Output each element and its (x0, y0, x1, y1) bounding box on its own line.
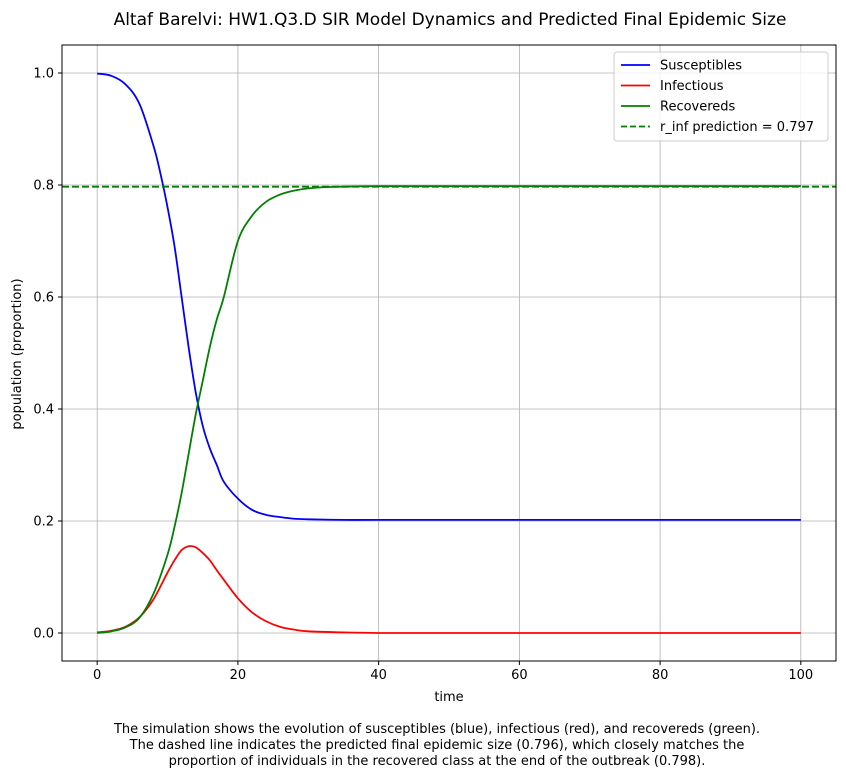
x-axis-label: time (434, 690, 463, 705)
series-line-infectious (97, 545, 801, 634)
x-tick-label: 0 (93, 668, 101, 683)
series-layer (62, 72, 836, 634)
plot-frame (61, 44, 837, 662)
x-tick-label: 100 (788, 668, 813, 683)
caption-line-2: The dashed line indicates the predicted … (129, 738, 745, 753)
series-line-recovereds (97, 185, 801, 634)
x-tick-label: 20 (230, 668, 247, 683)
x-tick-label: 60 (511, 668, 528, 683)
y-tick-label: 0.0 (33, 627, 54, 642)
x-tick-label: 80 (652, 668, 669, 683)
grid-layer (62, 45, 836, 661)
y-tick-label: 0.4 (33, 403, 54, 418)
tick-layer: 0 20 40 60 80 100 0.0 0.2 0.4 0.6 0.8 1.0 (33, 67, 813, 684)
chart-title: Altaf Barelvi: HW1.Q3.D SIR Model Dynami… (114, 10, 787, 30)
legend-label: r_inf prediction = 0.797 (660, 120, 814, 135)
legend-box (613, 51, 829, 142)
legend-label: Susceptibles (660, 59, 742, 74)
caption-line-1: The simulation shows the evolution of su… (113, 722, 760, 737)
legend: Susceptibles Infectious Recovereds r_inf pr… (613, 51, 829, 142)
caption-line-3: proportion of individuals in the recover… (169, 754, 706, 769)
y-axis-label: population (proportion) (10, 278, 25, 429)
caption: The simulation shows the evolution of su… (113, 722, 760, 769)
x-tick-label: 40 (370, 668, 387, 683)
y-tick-label: 1.0 (33, 67, 54, 82)
legend-label: Recovereds (660, 100, 736, 115)
series-line-susceptibles (97, 72, 801, 521)
y-tick-label: 0.8 (33, 179, 54, 194)
y-tick-label: 0.6 (33, 291, 54, 306)
legend-label: Infectious (660, 79, 724, 94)
y-tick-label: 0.2 (33, 515, 54, 530)
